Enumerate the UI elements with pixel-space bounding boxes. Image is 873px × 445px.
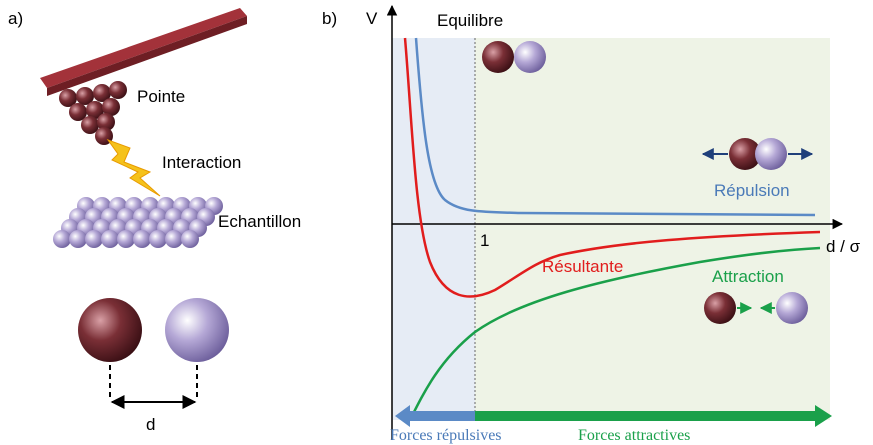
sample-atom bbox=[149, 230, 167, 248]
lightning bbox=[106, 138, 161, 197]
attractive-arrow bbox=[475, 405, 832, 427]
repulsive-region bbox=[392, 38, 475, 420]
attraction-curve bbox=[408, 246, 821, 421]
sample-atom bbox=[133, 230, 151, 248]
panel-label: b) bbox=[322, 9, 337, 28]
resultant-curve bbox=[403, 37, 821, 298]
repulsion-curve bbox=[414, 37, 816, 217]
sample-atom bbox=[85, 230, 103, 248]
cantilever bbox=[40, 8, 247, 96]
attraction-label: Attraction bbox=[712, 267, 784, 286]
x-axis-label: d / σ bbox=[826, 237, 861, 256]
atom bbox=[729, 138, 761, 170]
repulsive-arrow bbox=[395, 405, 475, 427]
repulsion-label: Répulsion bbox=[714, 181, 790, 200]
sample-atoms bbox=[53, 197, 223, 248]
sample-atom bbox=[53, 230, 71, 248]
tip-atoms bbox=[59, 81, 127, 145]
atom bbox=[704, 292, 736, 324]
resultant-label: Résultante bbox=[542, 257, 623, 276]
sample-atom bbox=[101, 230, 119, 248]
atom bbox=[482, 41, 514, 73]
tip-label: Pointe bbox=[137, 87, 185, 106]
atom bbox=[78, 298, 142, 362]
sample-atom bbox=[181, 230, 199, 248]
sample-atom bbox=[165, 230, 183, 248]
sample-atom bbox=[117, 230, 135, 248]
x-marker: 1 bbox=[480, 231, 489, 250]
sample-label: Echantillon bbox=[218, 212, 301, 231]
distance-label: d bbox=[146, 415, 155, 434]
sample-atom bbox=[69, 230, 87, 248]
y-axis-label: V bbox=[366, 9, 378, 28]
panel-label: a) bbox=[8, 9, 23, 28]
atom bbox=[776, 292, 808, 324]
atom bbox=[165, 298, 229, 362]
atom bbox=[514, 41, 546, 73]
attractive-region bbox=[475, 38, 830, 420]
attractive-region-label: Forces attractives bbox=[578, 427, 690, 444]
equilibrium-label: Equilibre bbox=[437, 11, 503, 30]
atom bbox=[755, 138, 787, 170]
interaction-label: Interaction bbox=[162, 153, 241, 172]
repulsive-region-label: Forces répulsives bbox=[390, 427, 502, 444]
